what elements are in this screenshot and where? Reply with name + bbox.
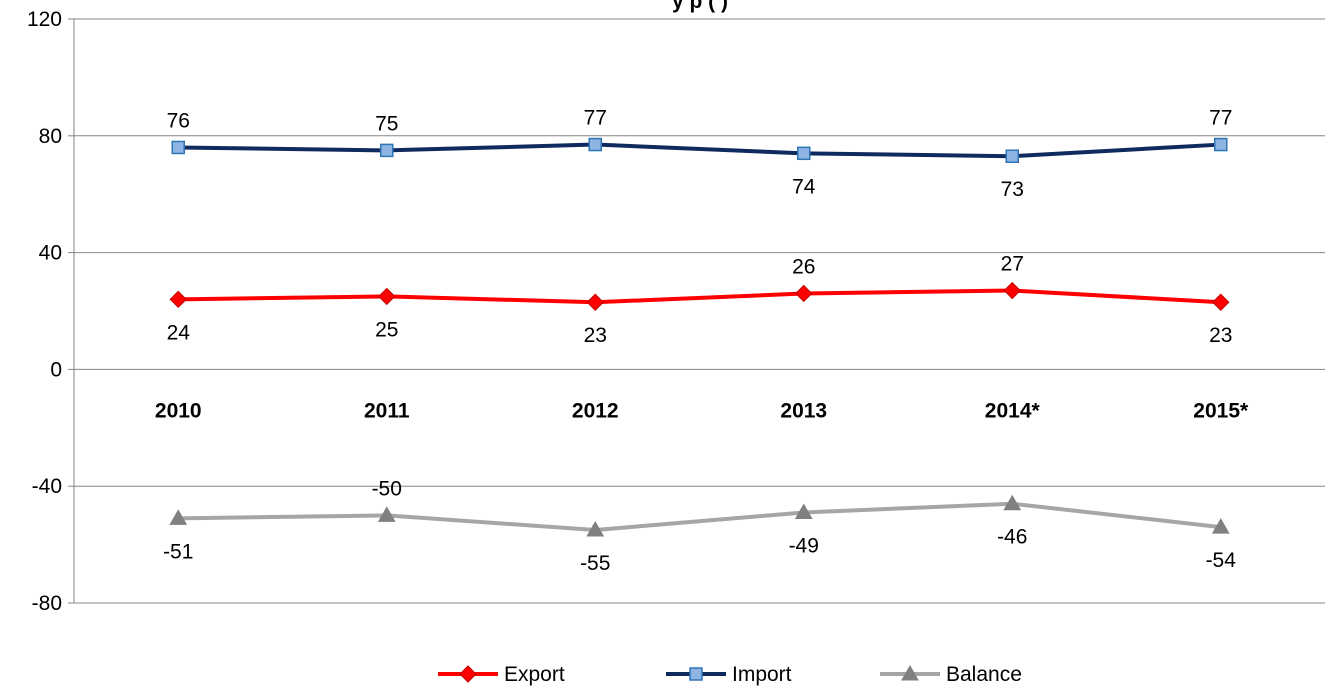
y-tick-label: 120 [27,8,62,31]
gridlines [74,18,1325,604]
export-data-label: 26 [792,255,815,278]
import-point [380,143,394,158]
import-point [1005,149,1019,163]
balance-point [586,520,605,537]
series-group [169,137,1230,537]
export-point [1212,293,1230,311]
legend-item-balance: Balance [880,663,1022,686]
balance-data-label: -46 [997,526,1027,549]
export-point [1003,281,1021,300]
chart-title: y p ( ) [672,0,728,13]
balance-data-label: -54 [1206,549,1237,572]
import-point [689,667,703,681]
export-data-label: 23 [584,324,607,347]
data-labels: 24 25 23 26 27 23 76 75 77 74 73 77 -51 -50 -55 -49 -46 -… [163,107,1236,575]
y-tick-label: 80 [39,125,62,148]
import-data-label: 75 [375,112,398,135]
import-point [171,140,185,155]
balance-data-label: -49 [789,534,819,557]
legend-label-export: Export [504,663,565,686]
export-series-line [178,288,1221,305]
y-tick-label: -40 [32,475,62,498]
import-data-label: 74 [792,175,816,198]
y-axis: -80 -40 0 40 80 120 [27,8,75,615]
import-data-label: 77 [1209,107,1232,130]
category-labels: 2010 2011 2012 2013 2014* 2015* [155,399,1249,422]
balance-data-label: -51 [163,540,193,563]
balance-point [794,503,813,519]
import-data-label: 73 [1001,178,1024,201]
x-tick-label: 2015* [1193,399,1249,422]
x-tick-label: 2014* [985,399,1041,422]
balance-point [901,664,919,681]
export-data-label: 27 [1001,253,1024,276]
export-point [169,290,187,309]
balance-point [1211,518,1230,534]
legend-label-import: Import [732,663,792,686]
export-point [378,287,396,306]
import-series-line [178,142,1221,159]
balance-data-label: -50 [372,477,402,500]
y-tick-label: -80 [32,592,62,615]
export-point [586,293,604,311]
legend: Export Import Balance [438,663,1022,686]
balance-point [377,506,396,522]
balance-data-label: -55 [580,552,610,575]
y-tick-label: 40 [39,242,62,265]
legend-label-balance: Balance [946,663,1022,686]
import-data-label: 76 [167,109,190,132]
export-point [795,284,813,303]
x-tick-label: 2011 [364,399,410,422]
export-data-label: 25 [375,318,398,341]
x-tick-label: 2010 [155,399,202,422]
export-point [459,665,477,683]
import-point [797,146,811,161]
x-tick-label: 2013 [780,399,827,422]
y-tick-label: 0 [50,358,62,381]
balance-series-line [178,501,1221,532]
export-data-label: 24 [167,321,191,344]
balance-point [169,509,188,525]
export-data-label: 23 [1209,324,1232,347]
import-point [1214,137,1228,152]
legend-item-import: Import [666,663,792,686]
x-tick-label: 2012 [572,399,619,422]
import-point [588,137,602,152]
balance-point [1003,494,1022,511]
legend-item-export: Export [438,663,565,686]
import-data-label: 77 [584,107,607,130]
